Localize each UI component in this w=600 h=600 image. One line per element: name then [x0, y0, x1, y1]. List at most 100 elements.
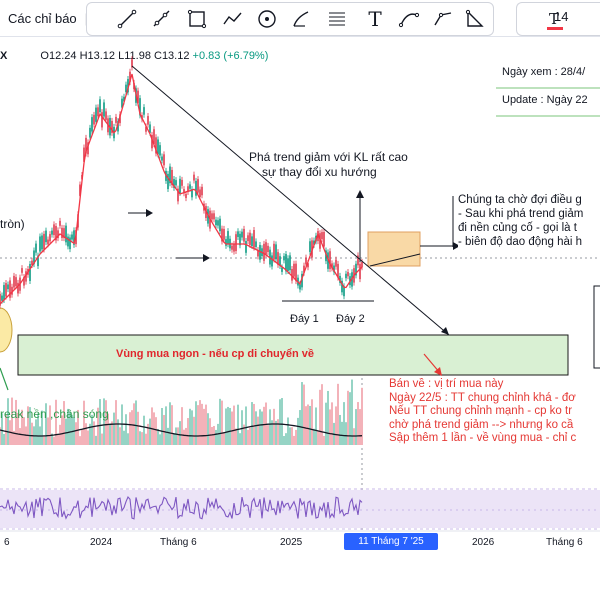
bottom-2-label: Đáy 2 — [336, 313, 365, 325]
volume-bar — [127, 433, 129, 445]
right-partial-box — [593, 285, 600, 369]
arrow-2 — [176, 254, 210, 262]
volume-bar — [327, 390, 329, 445]
orange-target-box[interactable] — [367, 231, 421, 267]
volume-bar — [77, 409, 79, 445]
volume-bar — [361, 387, 363, 445]
volume-bar — [89, 423, 91, 445]
volume-bar — [21, 409, 23, 445]
candle-body — [83, 147, 85, 162]
symbol-name[interactable]: X — [0, 50, 8, 62]
volume-bar — [203, 408, 205, 445]
candle-body — [299, 283, 301, 290]
rsi-band — [0, 490, 600, 528]
volume-bar — [317, 430, 319, 445]
projection-line — [369, 253, 421, 267]
volume-bar — [15, 399, 17, 445]
volume-bar — [157, 428, 159, 445]
candle-body — [143, 107, 145, 115]
volume-bar — [137, 411, 139, 445]
x-label-4: 2026 — [472, 537, 495, 548]
volume-bar — [65, 418, 67, 445]
volume-bar — [341, 421, 343, 445]
candle-body — [263, 243, 265, 261]
candle-body — [325, 250, 327, 262]
text-color-icon[interactable]: T — [545, 9, 565, 31]
candle-body — [193, 174, 195, 181]
polyline-icon[interactable] — [431, 7, 455, 31]
volume-bar — [279, 399, 281, 445]
trend-line-icon[interactable] — [115, 7, 139, 31]
volume-bar — [295, 429, 297, 445]
candle-body — [137, 90, 139, 104]
candle-body — [245, 241, 247, 253]
candle-body — [257, 250, 259, 257]
view-date-text: Ngày xem : 28/4/ — [502, 66, 586, 78]
candle-body — [309, 241, 311, 252]
candle-body — [359, 263, 361, 280]
volume-bar — [271, 420, 273, 445]
candle-body — [55, 226, 57, 241]
volume-bar — [0, 427, 1, 445]
red-notes-box: Bán về : vị trí mua này Ngày 22/5 : TT c… — [389, 378, 600, 446]
volume-bar — [105, 400, 107, 445]
break-circle — [0, 307, 13, 353]
volume-bar — [115, 400, 117, 445]
circle-icon[interactable] — [255, 7, 279, 31]
candle-body — [65, 225, 67, 243]
triangle-icon[interactable] — [463, 7, 487, 31]
volume-bar — [357, 402, 359, 445]
volume-bar — [149, 418, 151, 445]
font-size-value[interactable]: 14 — [554, 9, 569, 24]
candle-body — [247, 235, 249, 242]
volume-bar — [143, 415, 145, 445]
candle-body — [285, 254, 287, 272]
volume-bar — [99, 399, 101, 445]
candle-body — [219, 218, 221, 232]
candle-body — [295, 263, 297, 282]
volume-bar — [235, 428, 237, 445]
candle-body — [213, 213, 215, 220]
volume-bar — [35, 419, 37, 445]
volume-bar — [131, 410, 133, 445]
wait-notes-box: Chúng ta chờ đợi điều g - Sau khi phá tr… — [458, 193, 600, 249]
volume-bar — [171, 405, 173, 445]
candle-body — [355, 263, 357, 276]
volume-bar — [187, 418, 189, 445]
volume-bar — [41, 410, 43, 445]
candle-body — [155, 137, 157, 154]
path-icon[interactable] — [221, 7, 245, 31]
candle-body — [317, 231, 319, 242]
downtrend-line[interactable] — [131, 65, 450, 336]
volume-bar — [151, 407, 153, 445]
candle-body — [283, 256, 285, 261]
volume-bar — [301, 382, 303, 445]
volume-bar — [95, 435, 97, 445]
break-base-text: reak nền ,chân sóng — [0, 407, 109, 421]
candle-body — [183, 189, 185, 194]
volume-bar — [261, 411, 263, 445]
trend-change-text: sự thay đổi xu hướng — [262, 165, 377, 179]
volume-bar — [57, 433, 59, 445]
low-value: L11.98 — [118, 50, 151, 62]
candle-body — [61, 227, 63, 239]
fib-icon[interactable] — [325, 7, 349, 31]
volume-bar — [231, 411, 233, 445]
candle-body — [41, 235, 43, 250]
volume-bar — [315, 407, 317, 445]
volume-bar — [71, 414, 73, 445]
candle-body — [195, 180, 197, 196]
brush-icon[interactable] — [289, 7, 313, 31]
volume-bar — [147, 423, 149, 445]
volume-bar — [277, 419, 279, 445]
buy-zone-box[interactable] — [17, 334, 569, 376]
curve-icon[interactable] — [397, 7, 421, 31]
candle-body — [329, 251, 331, 270]
ray-icon[interactable] — [149, 7, 173, 31]
volume-bar — [289, 427, 291, 445]
candle-body — [53, 224, 55, 236]
candle-body — [59, 220, 61, 226]
rectangle-icon[interactable] — [185, 7, 209, 31]
text-icon[interactable]: T — [368, 7, 382, 31]
